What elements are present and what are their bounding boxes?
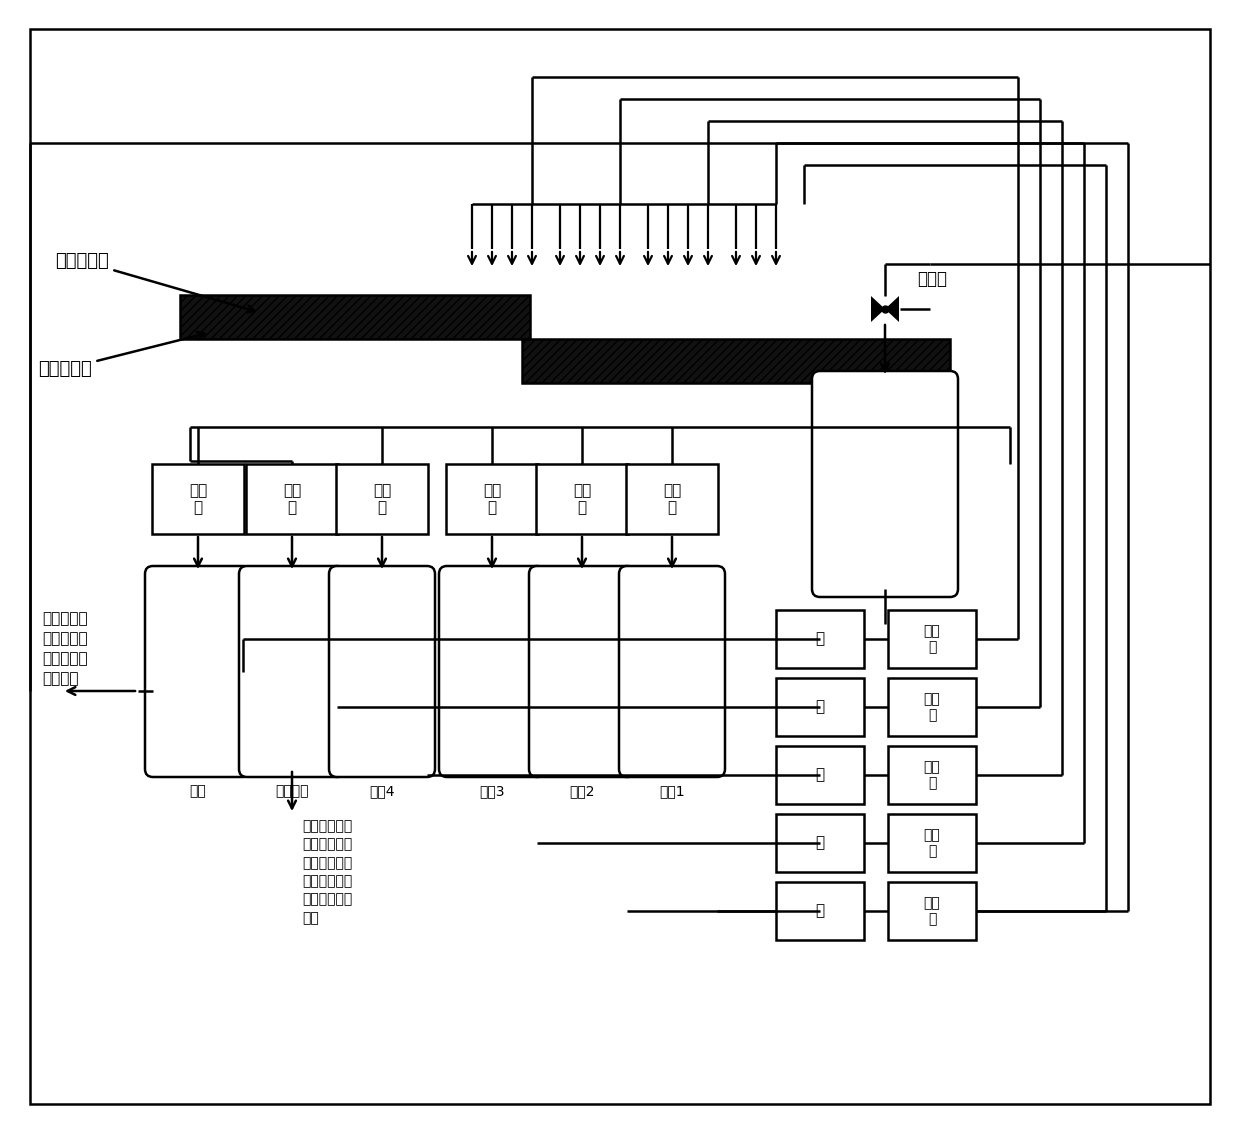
Polygon shape: [870, 296, 885, 322]
Bar: [776, 746, 864, 804]
FancyBboxPatch shape: [439, 566, 546, 777]
Text: 泵: 泵: [816, 835, 825, 850]
Text: 洗涤废酸送废
酸处理硝酸、
硫酸分离提浓
后回用于混酸
配制时所需原
料酸: 洗涤废酸送废 酸处理硝酸、 硫酸分离提浓 后回用于混酸 配制时所需原 料酸: [303, 819, 352, 925]
Text: 过滤
器: 过滤 器: [373, 483, 391, 515]
Text: 过滤
器: 过滤 器: [188, 483, 207, 515]
Bar: [888, 746, 976, 804]
Text: 换热
器: 换热 器: [924, 896, 940, 926]
Bar: [153, 464, 244, 534]
Text: 自来水: 自来水: [918, 270, 947, 288]
Bar: [776, 814, 864, 872]
Bar: [888, 882, 976, 940]
Bar: [446, 464, 538, 534]
Text: 稀酸2: 稀酸2: [569, 784, 595, 798]
Bar: [522, 339, 950, 383]
Text: 稀酸4: 稀酸4: [370, 784, 394, 798]
FancyBboxPatch shape: [145, 566, 250, 777]
Text: 泵: 泵: [816, 903, 825, 919]
Text: 置换水槽: 置换水槽: [815, 611, 852, 625]
FancyBboxPatch shape: [239, 566, 345, 777]
Bar: [776, 610, 864, 668]
Text: 废酸: 废酸: [190, 784, 206, 798]
Bar: [776, 679, 864, 736]
Bar: [888, 610, 976, 668]
Text: 过滤
器: 过滤 器: [482, 483, 501, 515]
Text: 泵: 泵: [816, 631, 825, 647]
Text: 过滤
器: 过滤 器: [573, 483, 591, 515]
Polygon shape: [885, 296, 899, 322]
Bar: [246, 464, 339, 534]
Text: 洗涤废酸: 洗涤废酸: [275, 784, 309, 798]
Text: 换热
器: 换热 器: [924, 828, 940, 858]
Bar: [888, 679, 976, 736]
Text: 换热
器: 换热 器: [924, 692, 940, 723]
Text: 稀酸3: 稀酸3: [479, 784, 505, 798]
Text: 过滤
器: 过滤 器: [663, 483, 681, 515]
FancyBboxPatch shape: [812, 371, 959, 597]
FancyBboxPatch shape: [529, 566, 635, 777]
Text: 换热
器: 换热 器: [924, 624, 940, 654]
Text: 高浓度废酸
循环用于供
硝化反应的
混酸配制: 高浓度废酸 循环用于供 硝化反应的 混酸配制: [42, 612, 88, 686]
Text: 过滤
器: 过滤 器: [283, 483, 301, 515]
Bar: [536, 464, 627, 534]
Text: 泵: 泵: [816, 768, 825, 782]
Text: 离心机筛板: 离心机筛板: [38, 332, 205, 378]
Text: 酸棉混合物: 酸棉混合物: [55, 252, 254, 313]
Bar: [336, 464, 428, 534]
Bar: [180, 295, 529, 339]
Bar: [626, 464, 718, 534]
Text: 换热
器: 换热 器: [924, 760, 940, 790]
FancyBboxPatch shape: [329, 566, 435, 777]
Bar: [888, 814, 976, 872]
Text: 泵: 泵: [816, 700, 825, 715]
Text: 稀酸1: 稀酸1: [660, 784, 684, 798]
Bar: [776, 882, 864, 940]
FancyBboxPatch shape: [619, 566, 725, 777]
